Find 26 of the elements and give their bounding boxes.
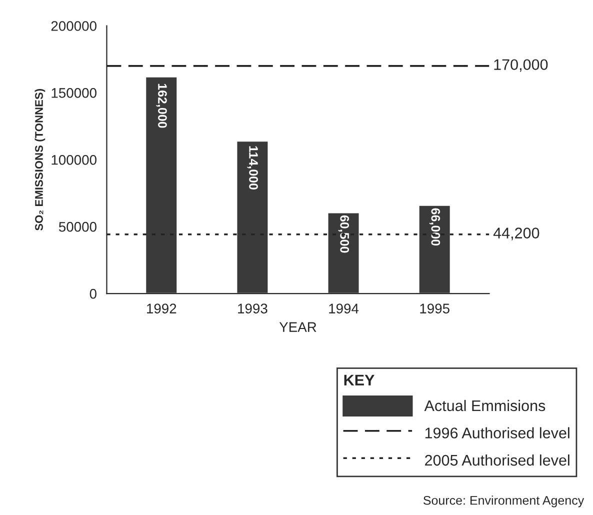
data-label: 114,000 [247,146,258,190]
y-tick-label: 200000 [51,21,96,31]
source-note: Source: Environment Agency [423,496,584,508]
data-label: 162,000 [156,84,167,128]
data-label: 60,500 [338,215,350,253]
data-label: 66,000 [429,208,440,246]
bar [326,212,360,294]
x-tick-label: 1993 [238,304,268,314]
legend-label: 2005 Authorised level [425,454,570,466]
x-tick-label: 1995 [420,304,450,314]
text: 170,000 [494,59,548,72]
x-axis-title: YEAR [279,322,316,332]
text: 44,200 [493,228,540,240]
y-axis-title: SO₂ EMISSIONS (TONNES) [34,88,46,231]
bar [418,204,452,294]
x-tick-label: 1994 [329,304,359,314]
legend-label: 1996 Authorised level [425,427,570,438]
y-tick-label: 100000 [52,154,96,165]
bar [236,140,270,294]
bar [144,76,178,294]
legend-title: KEY [344,374,374,386]
legend-label: Actual Emmisions [424,400,546,412]
y-tick-label: 0 [90,288,96,299]
y-tick-label: 50000 [58,222,96,232]
y-tick-label: 150000 [52,88,96,98]
x-tick-label: 1992 [146,304,176,314]
